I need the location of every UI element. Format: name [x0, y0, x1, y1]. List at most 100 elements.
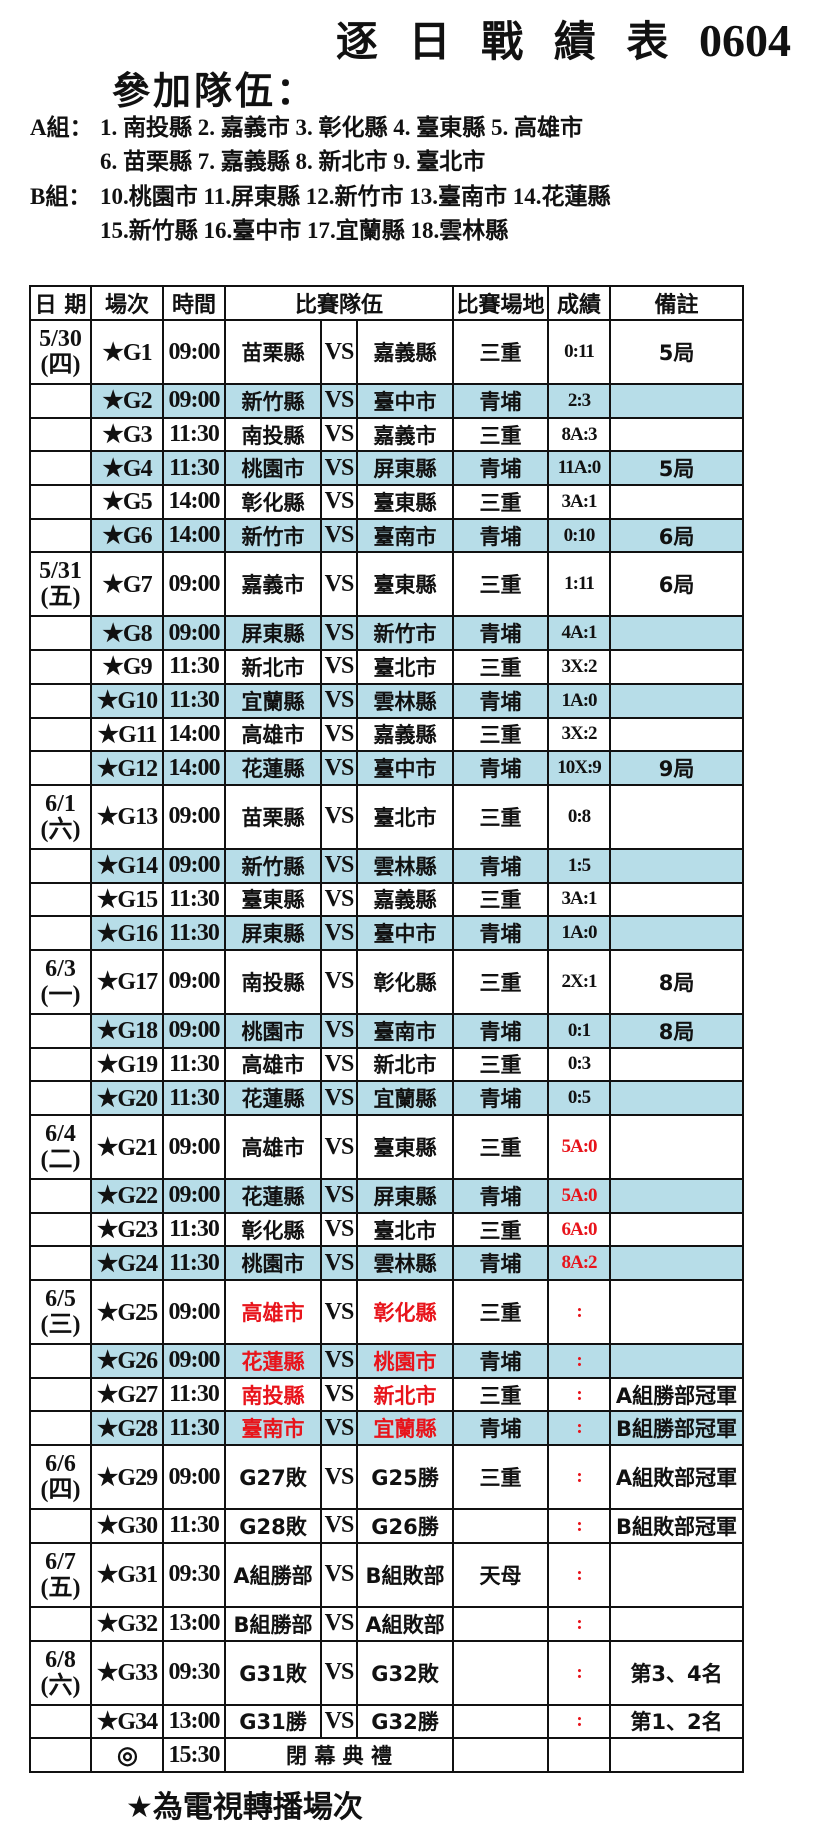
header-venue: 比賽場地 [452, 285, 550, 321]
date-cell [29, 1737, 92, 1773]
game-time: 11:30 [162, 450, 226, 487]
venue: 青埔 [452, 847, 550, 884]
vs-label: VS [320, 915, 358, 951]
table-row: ★G24 11:30 桃園市 VS 雲林縣 青埔 8A:2 [29, 1245, 745, 1282]
team-a: 新竹縣 [224, 383, 322, 419]
vs-label: VS [320, 383, 358, 419]
date-text: 6/8 [45, 1646, 76, 1673]
team-a: 彰化縣 [224, 1211, 322, 1248]
weekday-text: (二) [40, 1147, 81, 1173]
vs-label: VS [320, 1279, 358, 1346]
date-text: 5/30 [39, 326, 82, 352]
venue: 青埔 [452, 750, 550, 786]
vs-label: VS [320, 1114, 358, 1180]
team-b: 臺中市 [355, 750, 455, 786]
note [609, 1211, 745, 1248]
game-id: ★G31 [90, 1541, 164, 1608]
team-b: 臺南市 [355, 1012, 455, 1049]
table-row: ★G27 11:30 南投縣 VS 新北市 三重: A組勝部冠軍 [29, 1376, 745, 1413]
date-text: 6/4 [45, 1121, 76, 1147]
date-text: 6/7 [45, 1548, 76, 1575]
title-code: 0604 [699, 15, 791, 66]
table-row: ★G34 13:00 G31勝 VS G32勝: 第1、2名 [29, 1703, 745, 1740]
vs-label: VS [320, 783, 358, 850]
score: 1:5 [547, 847, 612, 884]
header-date: 日 期 [29, 285, 92, 321]
venue: 三重 [452, 551, 550, 618]
score: 1:11 [547, 551, 612, 618]
team-b: 彰化縣 [355, 1279, 455, 1346]
score: 0:5 [547, 1080, 612, 1116]
venue [452, 1737, 550, 1773]
table-row: 6/8 (六) ★G33 09:30 G31敗 VS G32敗: 第3、4名 [29, 1639, 745, 1706]
table-row: ★G9 11:30 新北市 VS 臺北市 三重 3X:2 [29, 649, 745, 685]
header-note: 備註 [609, 285, 745, 321]
note: 6局 [609, 517, 745, 554]
game-id: ★G7 [90, 551, 164, 618]
date-cell: 6/7 (五) [29, 1541, 92, 1608]
team-b: 新竹市 [355, 615, 455, 652]
team-a: G31敗 [224, 1639, 322, 1706]
closing-event: 閉 幕 典 禮 [223, 1737, 455, 1773]
table-row: 6/7 (五) ★G31 09:30 A組勝部 VS B組敗部 天母: [29, 1541, 745, 1608]
game-id: ★G23 [90, 1211, 164, 1248]
team-b: G32敗 [355, 1639, 455, 1706]
team-a: 臺東縣 [224, 881, 322, 918]
date-cell: 5/30 (四) [29, 319, 92, 385]
team-b: 臺東縣 [355, 484, 455, 520]
vs-label: VS [320, 1639, 358, 1706]
schedule-table: 日 期 場次 時間 比賽隊伍 比賽場地 成績 備註 5/30 (四) ★G1 09:0… [29, 285, 745, 1773]
venue: 青埔 [452, 1410, 550, 1447]
game-time: 11:30 [162, 1046, 226, 1083]
team-b: 嘉義縣 [355, 881, 455, 918]
group-b-line-2: 15.新竹縣 16.臺中市 17.宜蘭縣 18.雲林縣 [100, 218, 509, 243]
date-cell [29, 1605, 92, 1642]
game-id: ★G12 [90, 750, 164, 786]
note: 8局 [609, 1012, 745, 1049]
team-a: 屏東縣 [224, 915, 322, 951]
game-time: 09:00 [162, 1012, 226, 1049]
game-id: ★G8 [90, 615, 164, 652]
game-time: 11:30 [162, 1211, 226, 1248]
note [609, 1245, 745, 1282]
date-cell [29, 847, 92, 884]
score: 0:1 [547, 1012, 612, 1049]
team-b: 臺中市 [355, 383, 455, 419]
note: 5局 [609, 319, 745, 385]
table-row: ★G18 09:00 桃園市 VS 臺南市 青埔 0:1 8局 [29, 1012, 745, 1049]
score: 10X:9 [547, 750, 612, 786]
team-a: 高雄市 [224, 716, 322, 753]
game-time: 11:30 [162, 1245, 226, 1282]
vs-label: VS [320, 1343, 358, 1379]
table-row: 6/6 (四) ★G29 09:00 G27敗 VS G25勝 三重: A組敗部冠軍 [29, 1444, 745, 1511]
date-cell [29, 750, 92, 786]
table-row: 5/30 (四) ★G1 09:00 苗栗縣 VS 嘉義縣 三重 0:11 5局 [29, 319, 745, 385]
score: 3A:1 [547, 484, 612, 520]
score: 1A:0 [547, 682, 612, 719]
game-id: ★G2 [90, 383, 164, 419]
table-row: ★G4 11:30 桃園市 VS 屏東縣 青埔 11A:0 5局 [29, 450, 745, 487]
game-id: ★G29 [90, 1444, 164, 1511]
note [609, 1178, 745, 1214]
weekday-text: (三) [40, 1312, 81, 1339]
team-a: 屏東縣 [224, 615, 322, 652]
team-a: 嘉義市 [224, 551, 322, 618]
closing-time: 15:30 [162, 1737, 226, 1773]
vs-label: VS [320, 750, 358, 786]
team-b: 宜蘭縣 [355, 1080, 455, 1116]
note: B組敗部冠軍 [609, 1508, 745, 1544]
game-id: ★G4 [90, 450, 164, 487]
game-time: 11:30 [162, 1080, 226, 1116]
vs-label: VS [320, 1541, 358, 1608]
game-time: 09:00 [162, 615, 226, 652]
table-row: ★G8 09:00 屏東縣 VS 新竹市 青埔 4A:1 [29, 615, 745, 652]
vs-label: VS [320, 948, 358, 1015]
game-time: 09:00 [162, 948, 226, 1015]
date-cell [29, 450, 92, 487]
team-a: 彰化縣 [224, 484, 322, 520]
venue: 三重 [452, 1376, 550, 1413]
table-row: ★G3 11:30 南投縣 VS 嘉義市 三重 8A:3 [29, 416, 745, 453]
date-cell: 6/5 (三) [29, 1279, 92, 1346]
venue [452, 1605, 550, 1642]
game-time: 09:00 [162, 1444, 226, 1511]
